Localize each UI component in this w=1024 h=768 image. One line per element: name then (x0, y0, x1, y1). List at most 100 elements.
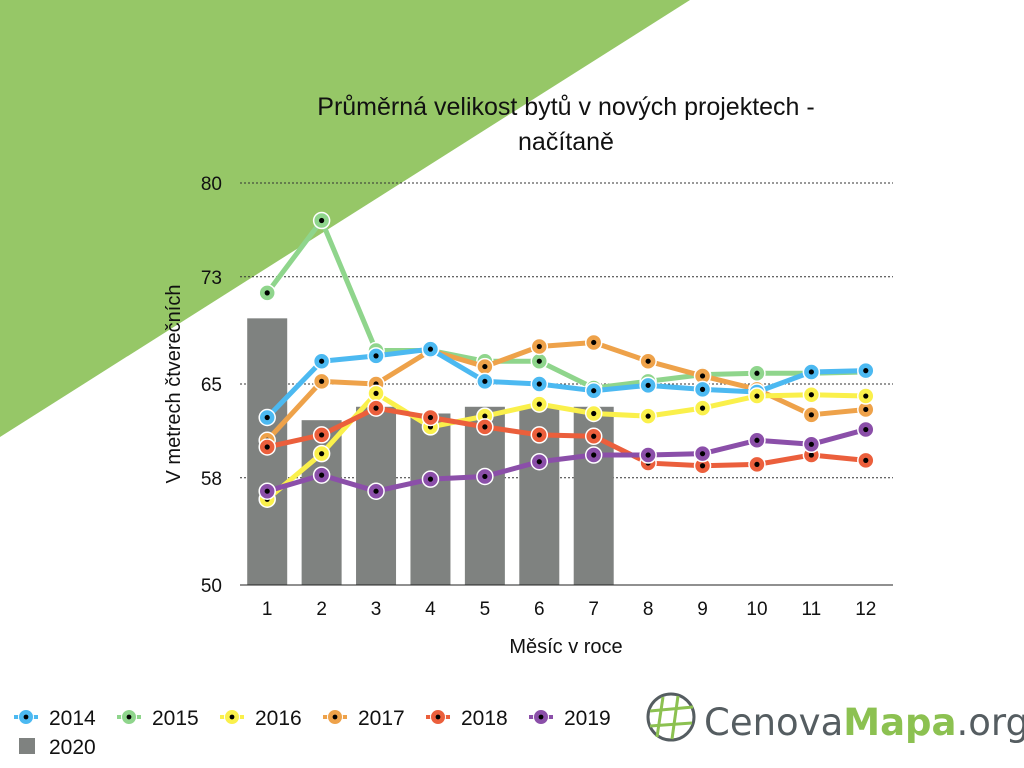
point-center-2018 (754, 461, 760, 467)
y-axis-title: V metrech čtverečních (163, 285, 185, 484)
point-center-2017 (319, 378, 325, 384)
point-center-2014 (808, 369, 814, 375)
point-center-2015 (754, 370, 760, 376)
chart-title-line-1: Průměrná velikost bytů v nových projekte… (317, 93, 814, 121)
bar-2020 (464, 406, 505, 585)
point-center-2017 (482, 363, 488, 370)
point-center-2019 (373, 488, 379, 494)
point-center-2017 (591, 339, 597, 346)
legend-item-2017: 2017 (323, 707, 405, 730)
x-tick-label: 10 (746, 599, 767, 620)
point-center-2018 (264, 444, 270, 450)
legend-item-2019: 2019 (529, 707, 611, 730)
x-tick-label: 12 (855, 599, 876, 620)
y-tick-label: 65 (201, 375, 222, 396)
legend-label: 2017 (358, 707, 405, 730)
legend-label: 2018 (461, 707, 508, 730)
point-center-2018 (373, 405, 379, 411)
cenovamapa-logo: CenovaMapa.org (646, 692, 1024, 744)
x-axis-title: Měsíc v roce (509, 636, 622, 658)
point-center-2019 (427, 476, 434, 482)
legend-swatch-dot (229, 714, 235, 720)
point-center-2014 (863, 368, 869, 374)
series-2015 (258, 211, 875, 397)
point-center-2018 (591, 433, 597, 439)
x-tick-label: 8 (643, 599, 654, 620)
point-center-2014 (264, 414, 270, 421)
legend-swatch-dot (435, 714, 441, 720)
point-center-2016 (373, 390, 379, 396)
point-center-2019 (536, 459, 542, 465)
legend-label: 2014 (49, 707, 96, 730)
series-line-2018 (264, 405, 869, 469)
chart-title: Průměrná velikost bytů v nových projekte… (317, 93, 814, 156)
point-center-2016 (808, 392, 814, 398)
point-center-2018 (699, 463, 706, 469)
legend-label: 2016 (255, 707, 302, 730)
legend-label: 2020 (49, 736, 96, 759)
point-center-2016 (754, 393, 760, 399)
point-center-2015 (264, 290, 270, 296)
y-tick-label: 80 (201, 174, 222, 195)
point-center-2015 (536, 358, 542, 364)
x-axis-ticks: 1 2 3 4 5 6 7 8 9 10 11 12 (262, 599, 876, 620)
point-center-2018 (427, 414, 434, 421)
series-2018 (258, 399, 875, 475)
globe-grid-icon (646, 692, 696, 742)
legend-item-2016: 2016 (220, 707, 302, 730)
bar-2020 (410, 413, 451, 585)
point-center-2014 (482, 378, 488, 384)
x-tick-label: 6 (534, 599, 545, 620)
y-tick-label: 58 (201, 469, 222, 490)
legend-swatch-dot (332, 714, 338, 720)
point-center-2017 (863, 406, 869, 413)
x-tick-label: 5 (480, 599, 491, 620)
point-center-2014 (699, 386, 706, 392)
point-center-2017 (645, 358, 651, 364)
legend-label: 2015 (152, 707, 199, 730)
point-center-2016 (645, 413, 651, 419)
legend-item-2014: 2014 (14, 707, 96, 730)
point-center-2019 (319, 472, 325, 478)
y-axis-ticks: 50 58 65 73 80 (201, 174, 222, 597)
x-tick-label: 1 (262, 599, 273, 620)
y-tick-label: 50 (201, 576, 222, 597)
point-center-2018 (863, 457, 869, 463)
point-center-2017 (536, 343, 542, 350)
logo-text: CenovaMapa.org (704, 701, 1024, 744)
point-center-2016 (863, 393, 869, 399)
point-center-2017 (699, 373, 706, 379)
point-center-2016 (319, 451, 325, 457)
series-2017 (258, 333, 875, 450)
line-series (258, 211, 875, 508)
point-center-2018 (482, 424, 488, 430)
x-tick-label: 9 (697, 599, 708, 620)
series-line-2015 (264, 218, 869, 391)
chart-title-line-2: načítaně (518, 128, 614, 156)
point-center-2014 (427, 346, 434, 352)
x-tick-label: 11 (802, 599, 822, 620)
point-center-2019 (645, 452, 651, 458)
series-line-2016 (264, 390, 869, 502)
legend-item-2020: 2020 (19, 736, 96, 759)
series-2019 (258, 420, 875, 500)
x-tick-label: 4 (425, 599, 436, 620)
background-triangle (0, 0, 690, 437)
bar-2020 (301, 420, 342, 585)
point-center-2019 (591, 452, 597, 458)
point-center-2019 (754, 437, 760, 443)
point-center-2014 (645, 382, 651, 388)
point-center-2018 (808, 452, 814, 458)
point-center-2016 (536, 401, 542, 407)
point-center-2015 (319, 217, 325, 224)
x-tick-label: 3 (371, 599, 382, 620)
logo-text-cenova: Cenova (704, 701, 843, 744)
point-center-2018 (536, 432, 542, 438)
y-tick-label: 73 (201, 268, 222, 289)
point-center-2016 (699, 405, 706, 411)
logo-text-org: .org (957, 701, 1024, 744)
series-line-2014 (264, 346, 869, 420)
point-center-2014 (319, 358, 325, 364)
point-center-2019 (863, 426, 869, 433)
